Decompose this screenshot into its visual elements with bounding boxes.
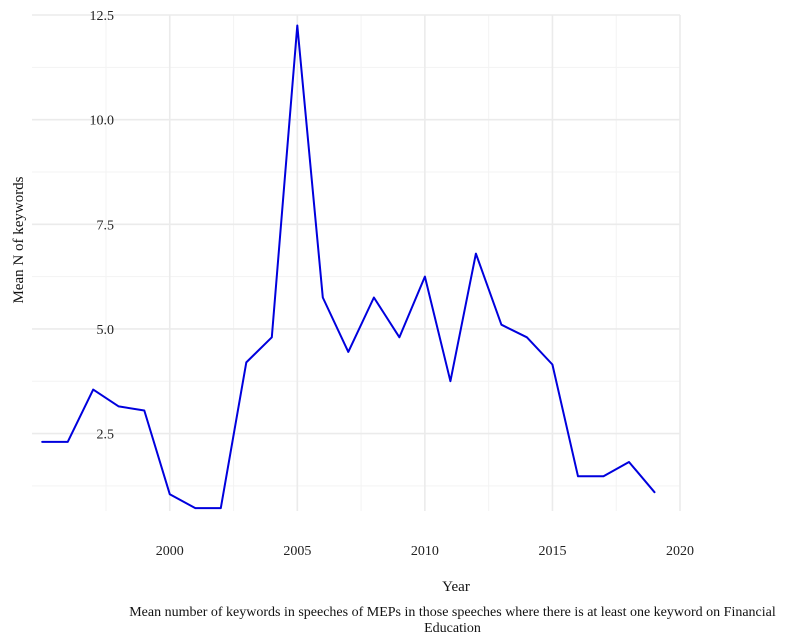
x-tick-label-2020: 2020 <box>666 544 694 559</box>
y-tick-label-10.0: 10.0 <box>90 114 115 129</box>
x-axis-title: Year <box>442 579 470 595</box>
y-tick-label-12.5: 12.5 <box>90 9 115 24</box>
minor-gridlines <box>32 15 680 511</box>
x-tick-label-2010: 2010 <box>411 544 439 559</box>
chart-caption: Mean number of keywords in speeches of M… <box>129 605 776 636</box>
y-axis-title: Mean N of keywords <box>11 176 27 303</box>
x-tick-label-2005: 2005 <box>283 544 311 559</box>
tick-labels: 2000 2005 2010 2015 2020 2.5 5.0 7.5 10.0 12.5 <box>90 9 695 559</box>
major-gridlines <box>32 14 681 511</box>
y-tick-label-2.5: 2.5 <box>97 428 115 443</box>
y-tick-label-5.0: 5.0 <box>97 323 115 338</box>
series-layer <box>41 24 656 510</box>
x-tick-label-2000: 2000 <box>156 544 184 559</box>
series-line-0 <box>41 24 656 510</box>
y-tick-label-7.5: 7.5 <box>97 218 115 233</box>
x-tick-label-2015: 2015 <box>538 544 566 559</box>
